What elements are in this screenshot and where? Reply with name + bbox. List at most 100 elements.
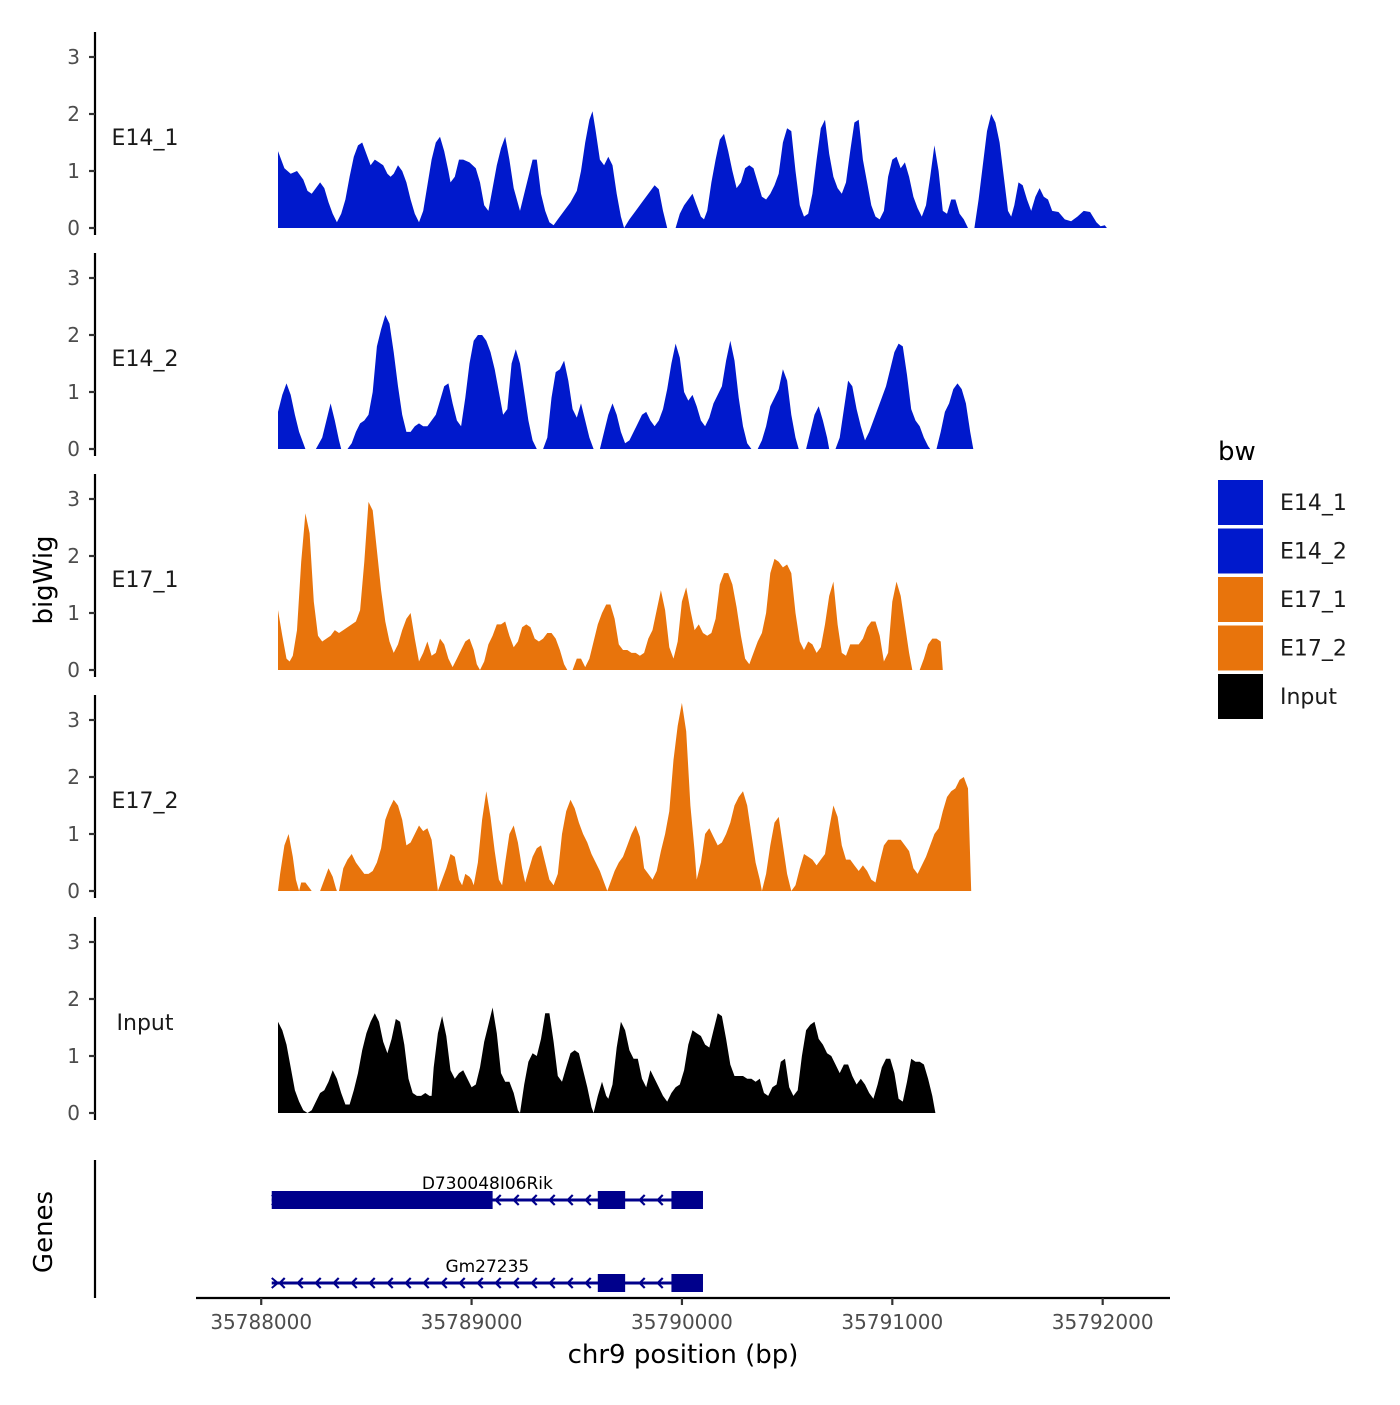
x-tick-label: 35792000 <box>1052 1310 1154 1334</box>
x-tick-label: 35790000 <box>631 1310 733 1334</box>
legend-item-E14_2: E14_2 <box>1218 528 1347 574</box>
strand-chevron <box>584 1277 592 1289</box>
strand-chevron <box>368 1277 376 1289</box>
gene-Gm27235: Gm27235 <box>271 1257 703 1292</box>
strand-chevron <box>386 1277 394 1289</box>
gene-name-label: D730048I06Rik <box>422 1174 553 1194</box>
strand-chevron <box>440 1277 448 1289</box>
x-axis-title: chr9 position (bp) <box>568 1340 799 1370</box>
legend-label: E14_1 <box>1280 491 1347 516</box>
y-tick-label: 0 <box>67 658 80 682</box>
gene-exon <box>597 1191 626 1209</box>
strand-chevron <box>530 1277 538 1289</box>
strand-chevron <box>566 1194 574 1206</box>
legend-item-E17_2: E17_2 <box>1218 625 1347 671</box>
strand-chevron <box>656 1277 664 1289</box>
strand-chevron <box>278 1277 286 1289</box>
strand-chevron <box>584 1194 592 1206</box>
y-tick-label: 3 <box>67 708 80 732</box>
track-E14_1: 0 1 2 3 E14_1 <box>67 32 1107 240</box>
strand-chevron <box>548 1194 556 1206</box>
strand-chevron <box>566 1277 574 1289</box>
strand-chevron <box>350 1277 358 1289</box>
coverage-area-E17_2 <box>278 702 972 891</box>
y-tick-label: 1 <box>67 1044 80 1068</box>
y-tick-label: 0 <box>67 216 80 240</box>
strand-chevron <box>422 1277 430 1289</box>
track-E14_2: 0 1 2 3 E14_2 <box>67 253 974 461</box>
track-Input: 0 1 2 3 Input <box>67 917 936 1125</box>
legend-swatch <box>1218 577 1263 622</box>
tracks-layer: 0 1 2 3 E14_1 0 1 2 3 E14_2 0 1 2 3 E17_1 0 1 2 3 E17_2 0 1 2 3… <box>67 32 1107 1125</box>
legend-item-E17_1: E17_1 <box>1218 577 1347 622</box>
coverage-area-E14_2 <box>278 315 974 449</box>
track-label: E14_1 <box>112 126 179 151</box>
track-label: Input <box>117 1011 174 1036</box>
gene-D730048I06Rik: D730048I06Rik <box>271 1174 703 1209</box>
legend-label: E17_1 <box>1280 588 1347 613</box>
strand-chevron <box>530 1194 538 1206</box>
y-tick-label: 3 <box>67 930 80 954</box>
x-axis: 35788000 35789000 35790000 35791000 35792000 <box>196 1296 1170 1334</box>
y-axis-title: bigWig <box>29 535 59 624</box>
strand-chevron <box>512 1194 520 1206</box>
strand-chevron <box>548 1277 556 1289</box>
gene-end-cap <box>271 1194 280 1206</box>
y-tick-label: 2 <box>67 323 80 347</box>
y-tick-label: 1 <box>67 380 80 404</box>
y-tick-label: 2 <box>67 987 80 1011</box>
y-tick-label: 0 <box>67 1101 80 1125</box>
y-tick-label: 3 <box>67 487 80 511</box>
strand-chevron <box>638 1277 646 1289</box>
track-E17_1: 0 1 2 3 E17_1 <box>67 474 943 682</box>
y-tick-label: 2 <box>67 102 80 126</box>
genes-panel-title: Genes <box>29 1191 59 1273</box>
gene-exon <box>271 1191 493 1209</box>
strand-chevron <box>314 1277 322 1289</box>
gene-name-label: Gm27235 <box>445 1257 529 1277</box>
gene-end-cap <box>271 1277 280 1289</box>
strand-chevron <box>296 1277 304 1289</box>
y-tick-label: 1 <box>67 822 80 846</box>
coverage-area-E14_1 <box>278 111 1107 228</box>
y-tick-label: 1 <box>67 601 80 625</box>
legend-item-E14_1: E14_1 <box>1218 480 1347 525</box>
strand-chevron <box>476 1277 484 1289</box>
gene-exon <box>671 1191 703 1209</box>
legend-swatch <box>1218 480 1263 525</box>
strand-chevron <box>332 1277 340 1289</box>
legend-swatch <box>1218 674 1263 719</box>
coverage-area-E17_1 <box>278 501 943 670</box>
strand-chevron <box>404 1277 412 1289</box>
legend-swatch <box>1218 528 1263 574</box>
y-tick-label: 2 <box>67 544 80 568</box>
gene-exon <box>671 1274 703 1292</box>
y-tick-label: 2 <box>67 765 80 789</box>
y-tick-label: 0 <box>67 879 80 903</box>
y-tick-label: 3 <box>67 45 80 69</box>
strand-chevron <box>458 1277 466 1289</box>
legend-label: E14_2 <box>1280 540 1347 565</box>
legend-label: Input <box>1280 685 1337 710</box>
track-label: E14_2 <box>112 347 179 372</box>
y-tick-label: 3 <box>67 266 80 290</box>
legend: E14_1 E14_2 E17_1 E17_2 Input <box>1218 480 1347 719</box>
x-tick-label: 35791000 <box>841 1310 943 1334</box>
strand-chevron <box>494 1277 502 1289</box>
x-tick-label: 35789000 <box>421 1310 523 1334</box>
genes-layer: D730048I06Rik Gm27235 <box>93 1160 703 1298</box>
legend-title: bw <box>1218 437 1256 467</box>
legend-item-Input: Input <box>1218 674 1337 719</box>
gene-exon <box>597 1274 626 1292</box>
y-tick-label: 0 <box>67 437 80 461</box>
strand-chevron <box>494 1194 502 1206</box>
track-label: E17_2 <box>112 789 179 814</box>
track-E17_2: 0 1 2 3 E17_2 <box>67 695 972 903</box>
strand-chevron <box>512 1277 520 1289</box>
coverage-area-Input <box>278 1007 936 1113</box>
strand-chevron <box>638 1194 646 1206</box>
y-tick-label: 1 <box>67 159 80 183</box>
legend-swatch <box>1218 625 1263 671</box>
